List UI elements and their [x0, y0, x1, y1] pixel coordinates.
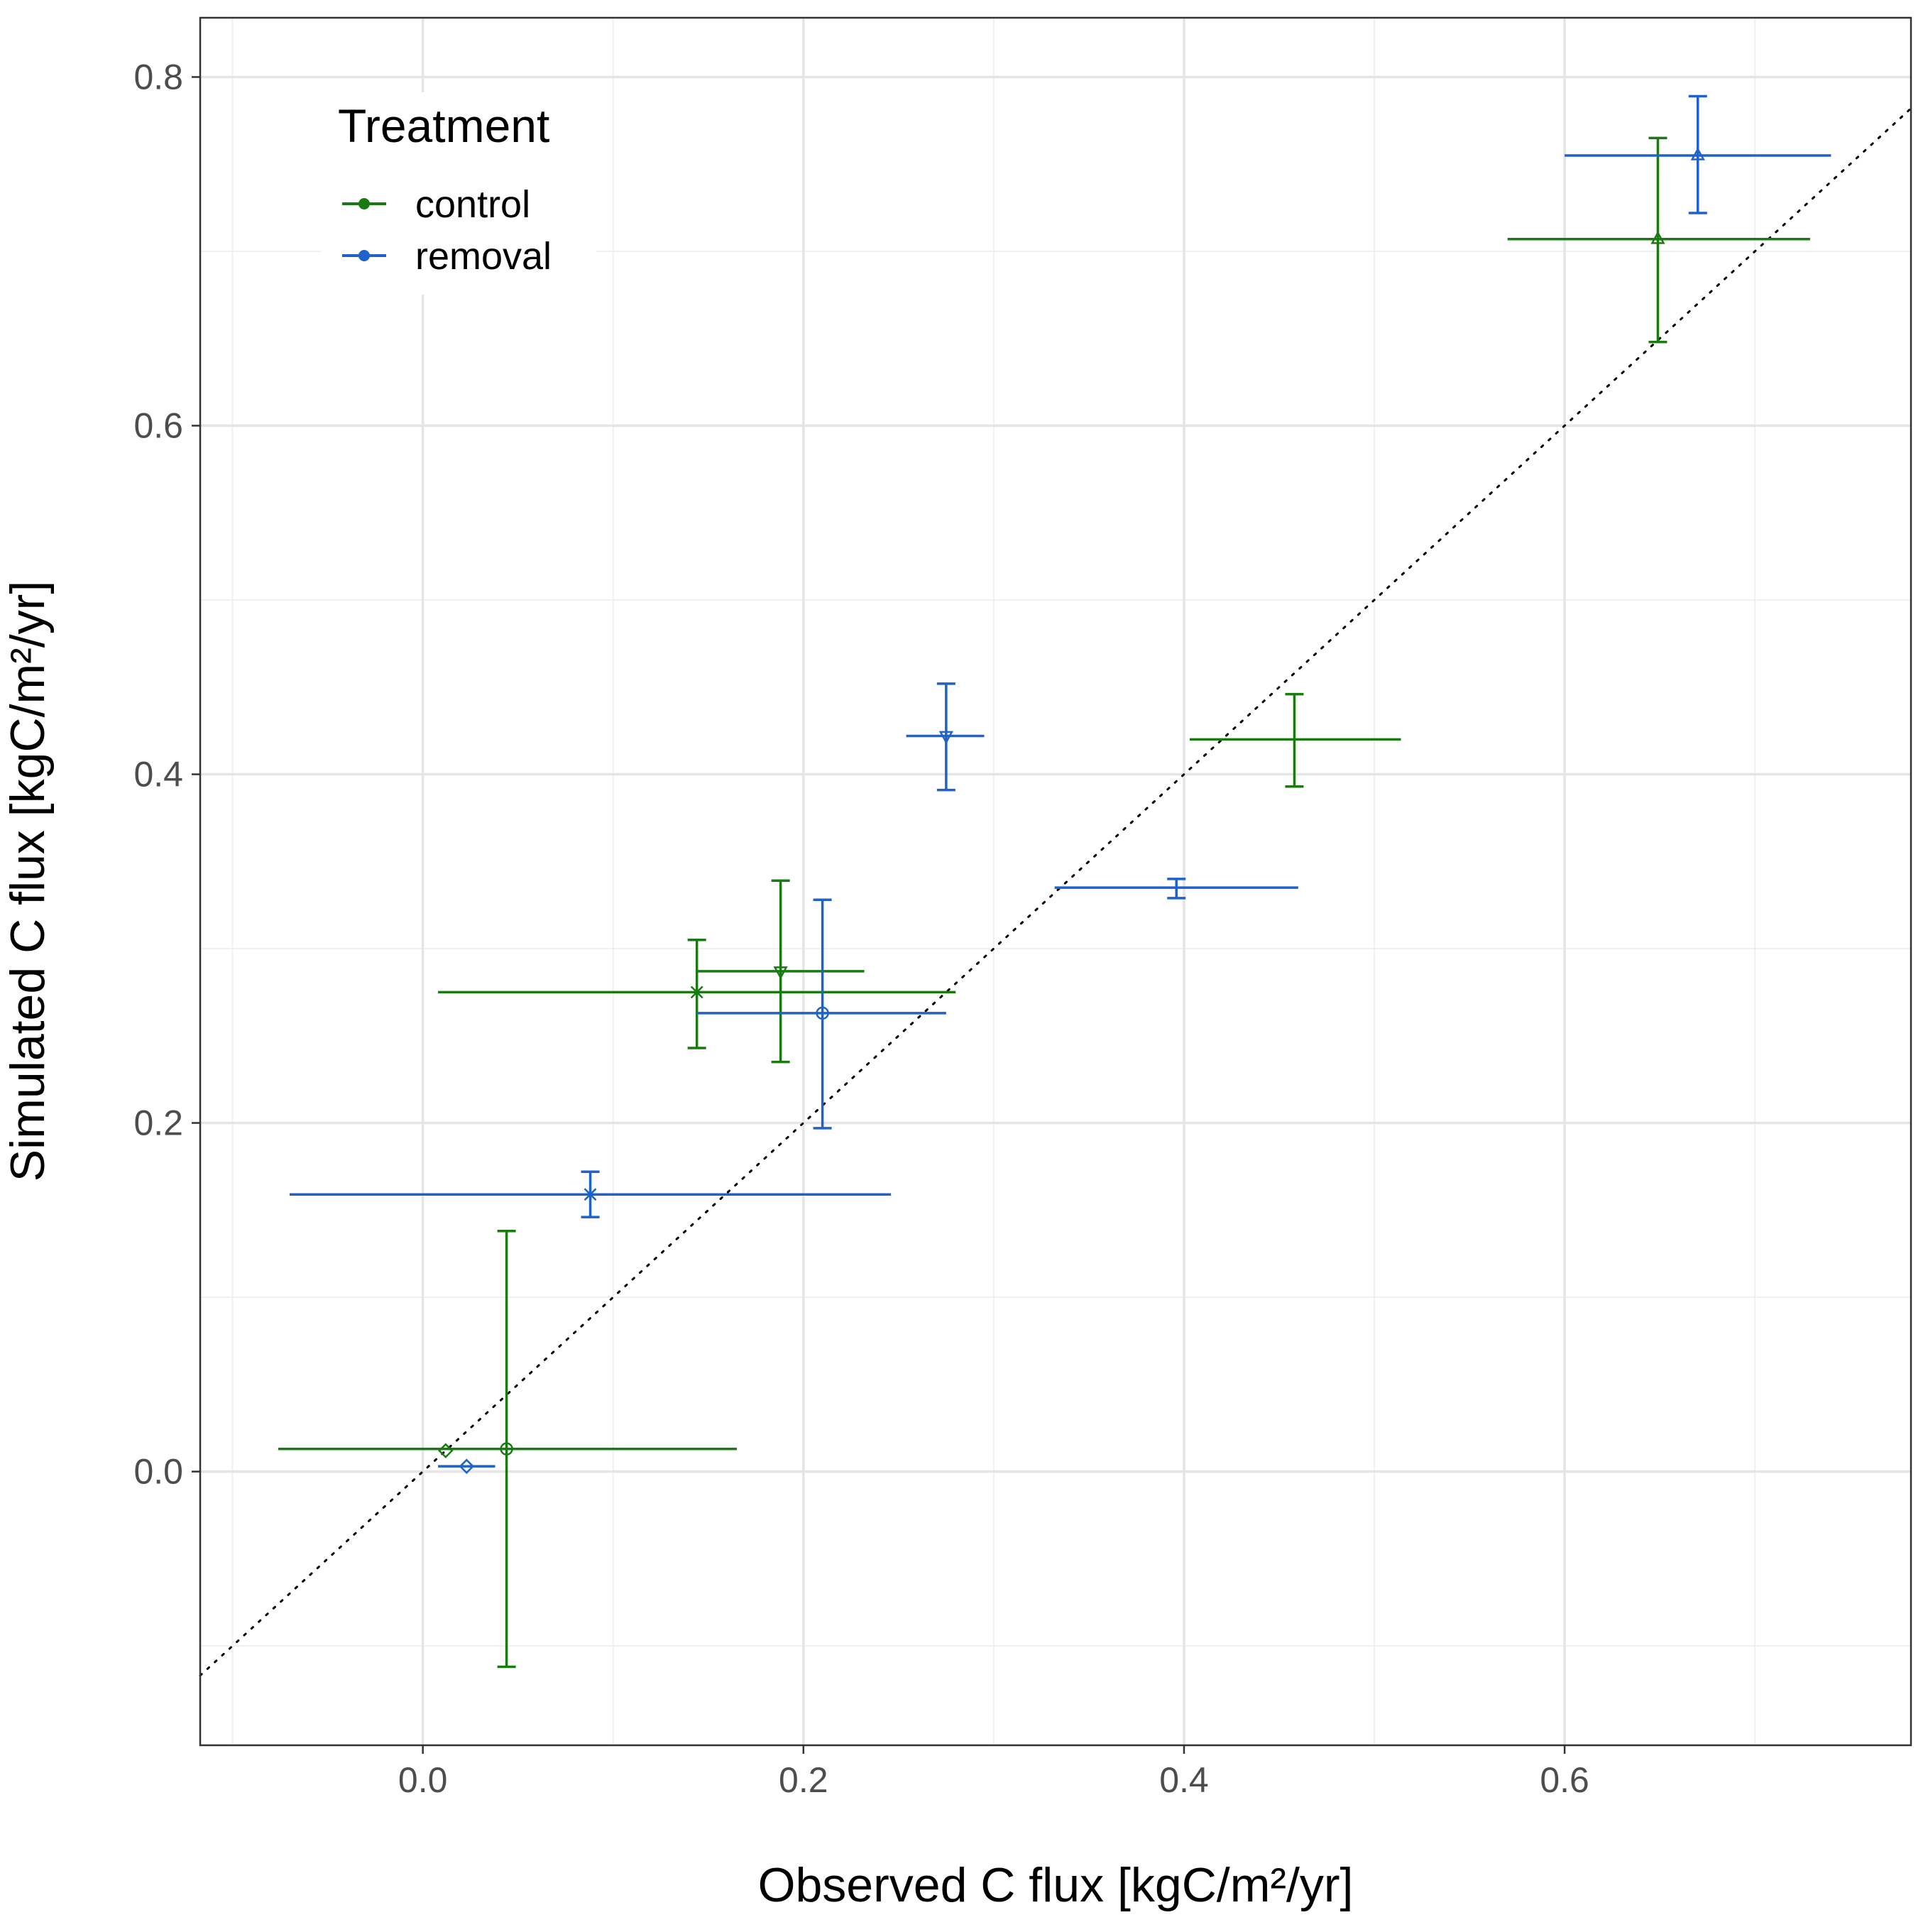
- point-marker-triangle-up: [1650, 231, 1665, 244]
- series-removal: [289, 94, 1831, 1474]
- legend-key-dot: [358, 250, 370, 261]
- data-point: [906, 682, 985, 792]
- data-point: [696, 898, 946, 1130]
- legend-entry-removal: removal: [342, 235, 552, 278]
- legend-entry-control: control: [342, 183, 530, 226]
- data-point: [438, 1458, 495, 1474]
- point-marker-diamond: [459, 1458, 475, 1474]
- y-tick-label: 0.6: [133, 405, 183, 445]
- data-point: [438, 938, 956, 1049]
- x-tick-label: 0.4: [1159, 1760, 1209, 1800]
- grid: [200, 18, 1911, 1745]
- series-control: [278, 136, 1810, 1669]
- one-to-one-line: [199, 107, 1912, 1677]
- x-tick-label: 0.2: [779, 1760, 828, 1800]
- legend-label: removal: [415, 235, 552, 278]
- point-marker-circle: [500, 1442, 513, 1456]
- data-layer: [278, 94, 1831, 1669]
- legend-title: Treatment: [338, 99, 549, 152]
- legend-entries: control removal: [342, 183, 552, 278]
- point-marker-triangle-down: [938, 731, 953, 745]
- panel-border: [199, 16, 1912, 1747]
- point-marker-x: [690, 986, 703, 999]
- point-marker-x: [584, 1188, 597, 1201]
- x-tick-label: 0.6: [1540, 1760, 1589, 1800]
- data-point: [1189, 692, 1401, 788]
- legend-key-dot: [358, 198, 370, 209]
- data-point: [1565, 94, 1831, 214]
- legend-background: [321, 92, 596, 295]
- y-tick-label: 0.0: [133, 1452, 183, 1492]
- data-point: [278, 1229, 737, 1669]
- y-tick-label: 0.8: [133, 57, 183, 97]
- data-point: [1054, 878, 1298, 900]
- data-point: [1507, 136, 1810, 344]
- point-marker-triangle-down: [773, 966, 788, 980]
- point-marker-plus: [1171, 882, 1183, 894]
- data-point: [289, 1170, 892, 1218]
- legend: Treatment control removal: [321, 92, 596, 295]
- data-point: [696, 879, 865, 1064]
- y-tick-label: 0.4: [133, 755, 183, 795]
- point-marker-plus: [1288, 733, 1300, 746]
- x-axis-title: Observed C flux [kgC/m²/yr]: [758, 1858, 1354, 1912]
- point-marker-circle: [816, 1006, 829, 1020]
- legend-label: control: [415, 183, 530, 226]
- y-tick-label: 0.2: [133, 1103, 183, 1143]
- x-tick-label: 0.0: [398, 1760, 448, 1800]
- point-marker-triangle-up: [1690, 147, 1705, 160]
- reference-line: [199, 107, 1912, 1677]
- axes: 0.0 0.2 0.4 0.6 0.0 0.2 0.4 0.6 0.8: [133, 57, 1589, 1800]
- y-axis-title: Simulated C flux [kgC/m²/yr]: [1, 581, 55, 1181]
